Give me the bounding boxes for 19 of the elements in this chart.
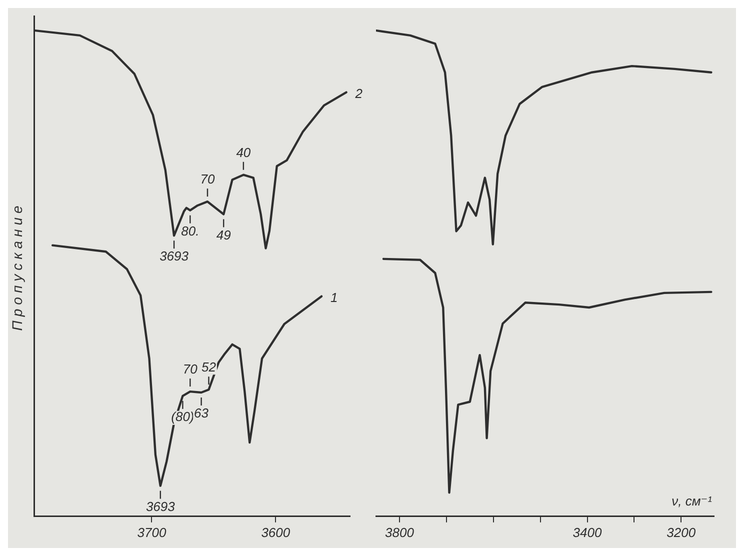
y-axis-title: Пропускание: [8, 202, 25, 331]
x-tick-label: 3400: [572, 524, 602, 540]
annotation: 49: [216, 227, 231, 242]
annotation: 80.: [181, 223, 200, 238]
x-tick-label: 3800: [385, 524, 415, 540]
x-axis-title: ν, см⁻¹: [672, 494, 713, 509]
series-label: 2: [354, 86, 364, 101]
annotation: 40: [236, 144, 252, 160]
x-tick-label: 3700: [137, 524, 167, 540]
annotation: 70: [200, 172, 216, 187]
annotation: 70: [182, 362, 198, 377]
x-tick-label: 3600: [261, 524, 291, 540]
x-tick-label: 3200: [666, 524, 696, 540]
annotation: 3693: [146, 498, 176, 514]
annotation: 63: [194, 406, 210, 421]
annotation: 3693: [160, 248, 190, 264]
series-label: 1: [330, 290, 338, 305]
annotation: 52: [201, 360, 217, 375]
annotation: (80): [171, 409, 194, 424]
